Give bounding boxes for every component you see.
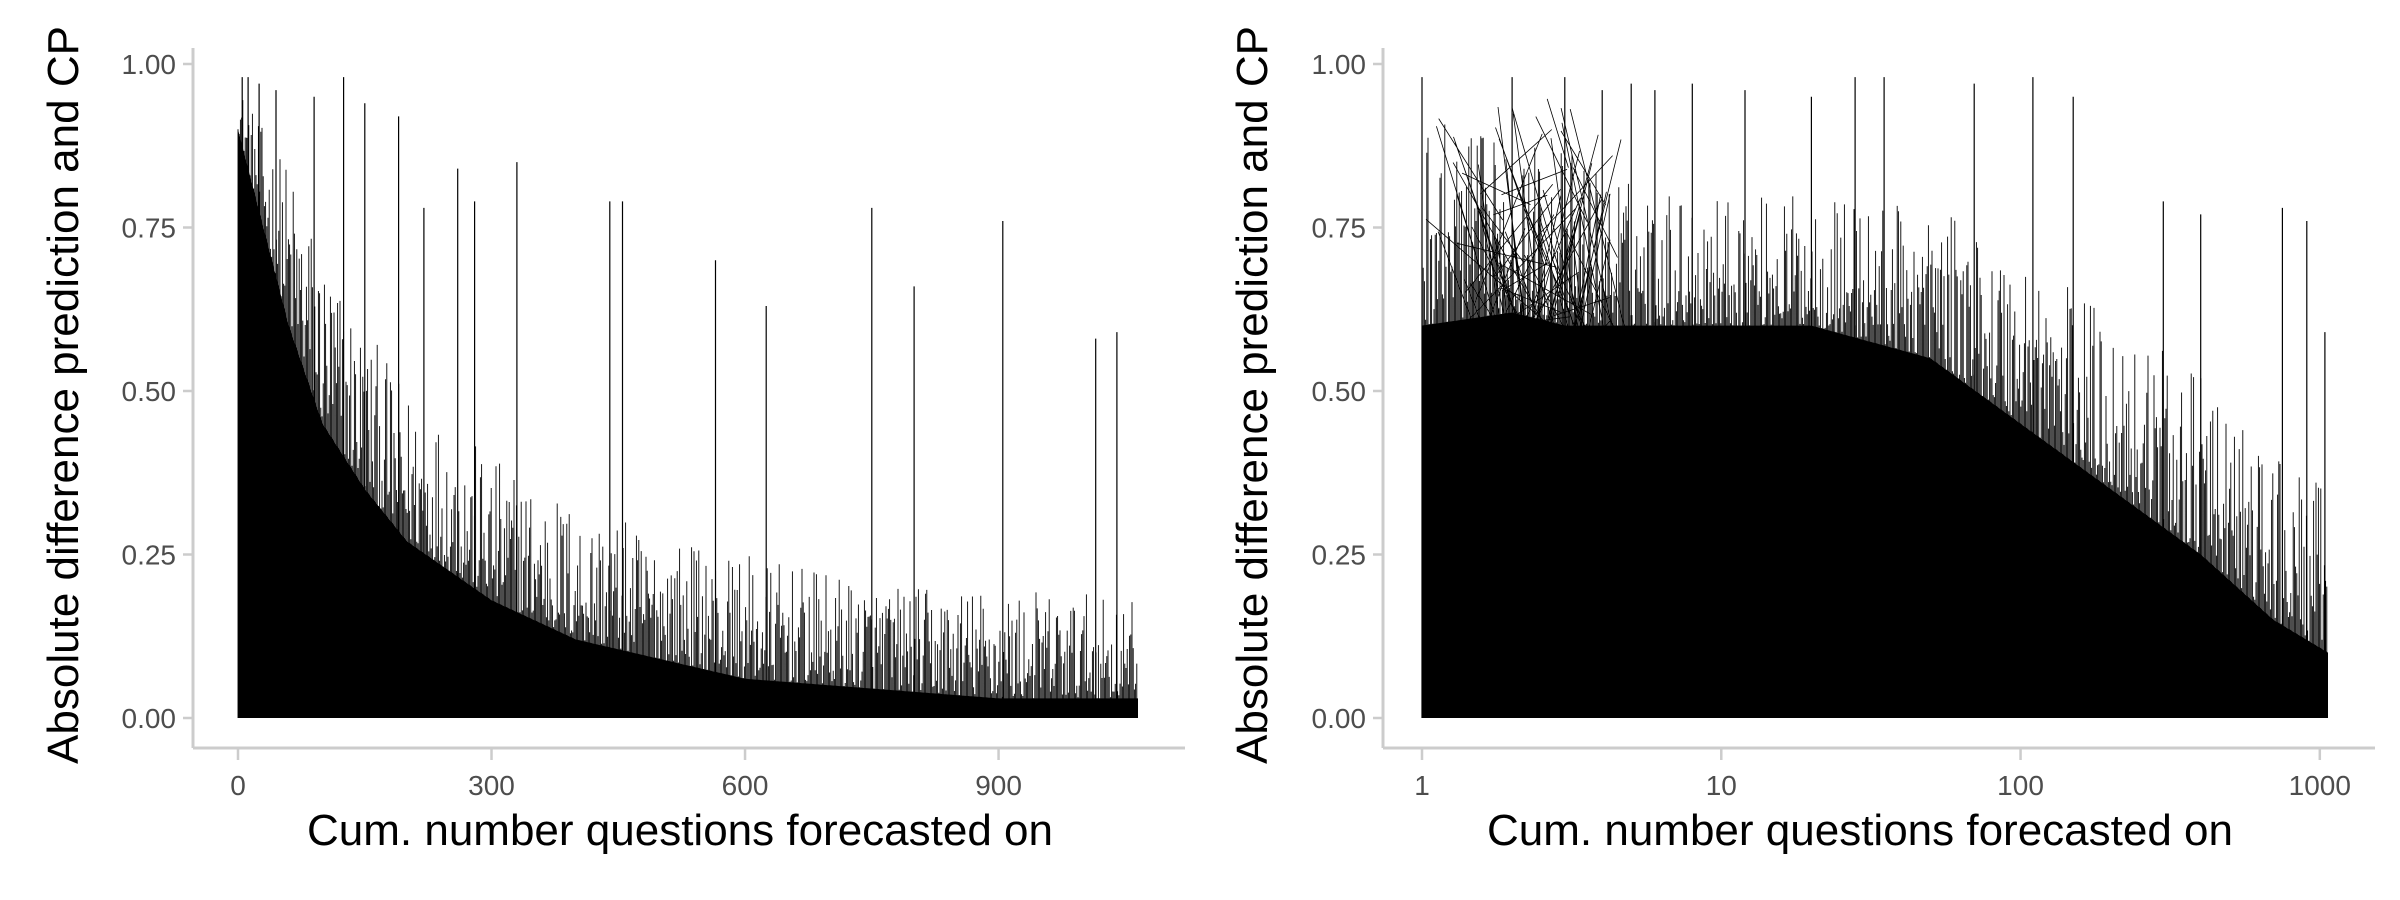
x-tick-label: 300 (468, 770, 515, 801)
line-series (1421, 77, 2328, 718)
x-tick-label: 900 (975, 770, 1022, 801)
line-series (237, 77, 1138, 718)
y-axis-ticks: 0.00 0.25 0.50 0.75 1.00 (1312, 49, 1383, 734)
x-tick-label: 100 (1997, 770, 2044, 801)
x-tick-label: 10 (1706, 770, 1737, 801)
x-tick-label: 1000 (2289, 770, 2351, 801)
x-tick-label: 600 (722, 770, 769, 801)
y-tick-label: 0.25 (1312, 540, 1367, 571)
y-tick-label: 0.50 (122, 376, 177, 407)
y-tick-label: 0.75 (1312, 213, 1367, 244)
y-axis-title: Absolute difference prediction and CP (39, 26, 88, 764)
y-tick-label: 0.00 (122, 703, 177, 734)
y-tick-label: 0.75 (122, 213, 177, 244)
panel-log: Absolute difference prediction and CP Cu… (1228, 26, 2375, 855)
x-axis-ticks: 0 300 600 900 (230, 748, 1022, 801)
y-tick-label: 0.50 (1312, 376, 1367, 407)
y-axis-title: Absolute difference prediction and CP (1228, 26, 1277, 764)
y-tick-label: 1.00 (1312, 49, 1367, 80)
panel-linear: Absolute difference prediction and CP Cu… (39, 26, 1185, 855)
x-axis-title: Cum. number questions forecasted on (1487, 806, 2233, 855)
early-crossing-traces (1422, 98, 1630, 488)
y-tick-label: 0.25 (122, 540, 177, 571)
x-tick-label: 0 (230, 770, 246, 801)
x-tick-label: 1 (1414, 770, 1430, 801)
x-axis-ticks: 1 10 100 1000 (1414, 748, 2351, 801)
series-traces (237, 100, 1138, 718)
y-tick-label: 0.00 (1312, 703, 1367, 734)
y-tick-label: 1.00 (122, 49, 177, 80)
x-axis-title: Cum. number questions forecasted on (307, 806, 1053, 855)
y-axis-ticks: 0.00 0.25 0.50 0.75 1.00 (122, 49, 193, 734)
